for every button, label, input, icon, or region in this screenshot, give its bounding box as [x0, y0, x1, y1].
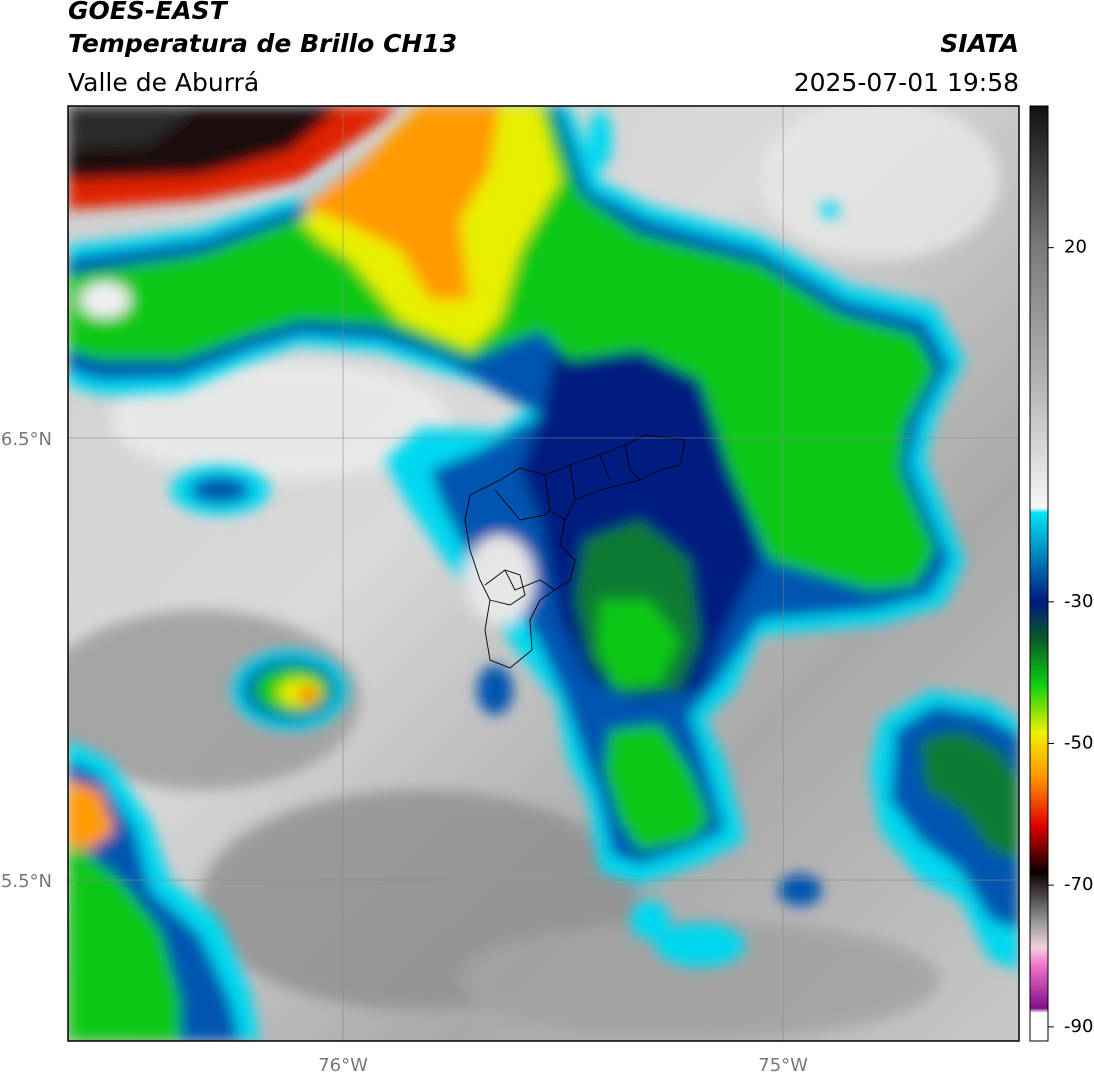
subtitle: Temperatura de Brillo CH13 [68, 29, 457, 58]
colorbar-tick-label: -30 [1064, 591, 1093, 612]
title: GOES-EAST [68, 0, 229, 25]
timestamp: 2025-07-01 19:58 [794, 68, 1019, 97]
colorbar-tick-label: -50 [1064, 733, 1093, 754]
colorbar [1029, 105, 1049, 1042]
municipality-boundaries [464, 434, 686, 669]
map-frame [67, 105, 1020, 1042]
colorbar-tick-label: 20 [1064, 237, 1087, 258]
colorbar-tick-label: -90 [1064, 1016, 1093, 1037]
source: SIATA [940, 29, 1019, 58]
x-tick-label: 75°W [758, 1055, 808, 1076]
y-tick-label: 5.5°N [1, 871, 52, 892]
y-tick-label: 6.5°N [1, 429, 52, 450]
satellite-image [68, 106, 1019, 1041]
region: Valle de Aburrá [68, 68, 259, 97]
x-tick-label: 76°W [318, 1055, 368, 1076]
grid [68, 106, 1019, 1041]
colorbar-tick-label: -70 [1064, 874, 1093, 895]
